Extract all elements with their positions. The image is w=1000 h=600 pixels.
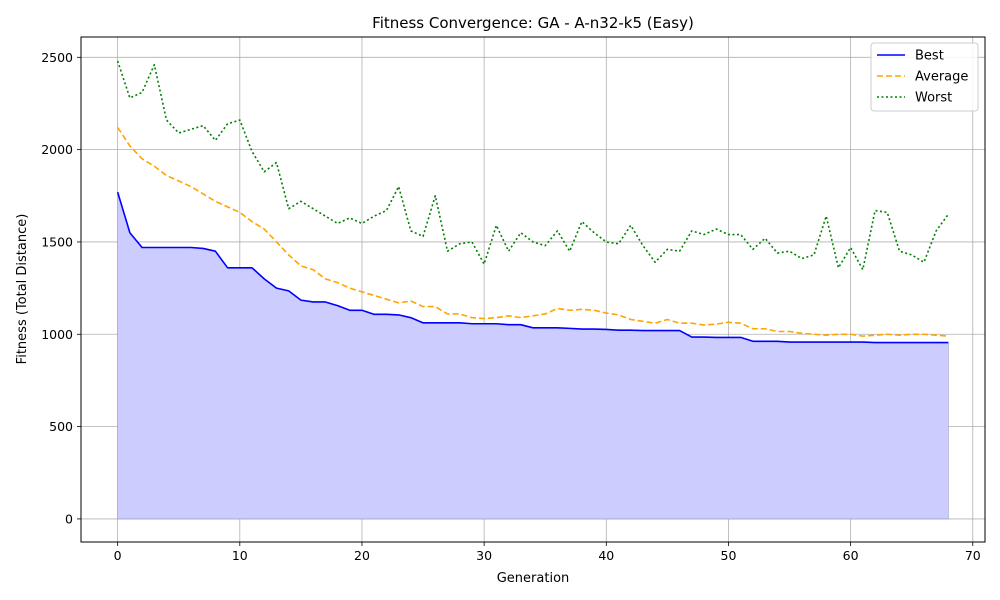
series-line-best — [116, 191, 949, 344]
y-tick-label: 500 — [49, 419, 73, 434]
x-tick-label: 20 — [354, 548, 370, 563]
y-tick-label: 1500 — [41, 234, 73, 249]
x-tick-label: 60 — [843, 548, 859, 563]
y-tick-label: 2500 — [41, 50, 73, 65]
x-axis-label: Generation — [497, 571, 570, 586]
series-line-average — [116, 127, 949, 337]
series-line-worst — [116, 60, 949, 271]
legend: Best Average Worst — [870, 42, 979, 112]
y-tick-label: 1000 — [41, 327, 73, 342]
y-axis-label: Fitness (Total Distance) — [15, 214, 30, 365]
y-tick-label: 0 — [65, 511, 73, 526]
y-tick-label: 2000 — [41, 142, 73, 157]
legend-label-average: Average — [915, 70, 968, 85]
x-tick-label: 40 — [598, 548, 614, 563]
chart-title: Fitness Convergence: GA - A-n32-k5 (Easy… — [372, 14, 694, 32]
legend-label-best: Best — [915, 49, 944, 64]
x-tick-label: 50 — [721, 548, 737, 563]
series-lines — [116, 60, 949, 344]
x-tick-label: 0 — [114, 548, 122, 563]
axis-ticks: 0 10 20 30 40 50 60 70 0 500 1000 1500 2000 2500 — [41, 50, 981, 563]
legend-box — [870, 42, 979, 112]
legend-label-worst: Worst — [915, 91, 952, 106]
x-tick-label: 10 — [232, 548, 248, 563]
plot-frame — [80, 36, 986, 543]
x-tick-label: 30 — [476, 548, 492, 563]
x-tick-label: 70 — [965, 548, 981, 563]
